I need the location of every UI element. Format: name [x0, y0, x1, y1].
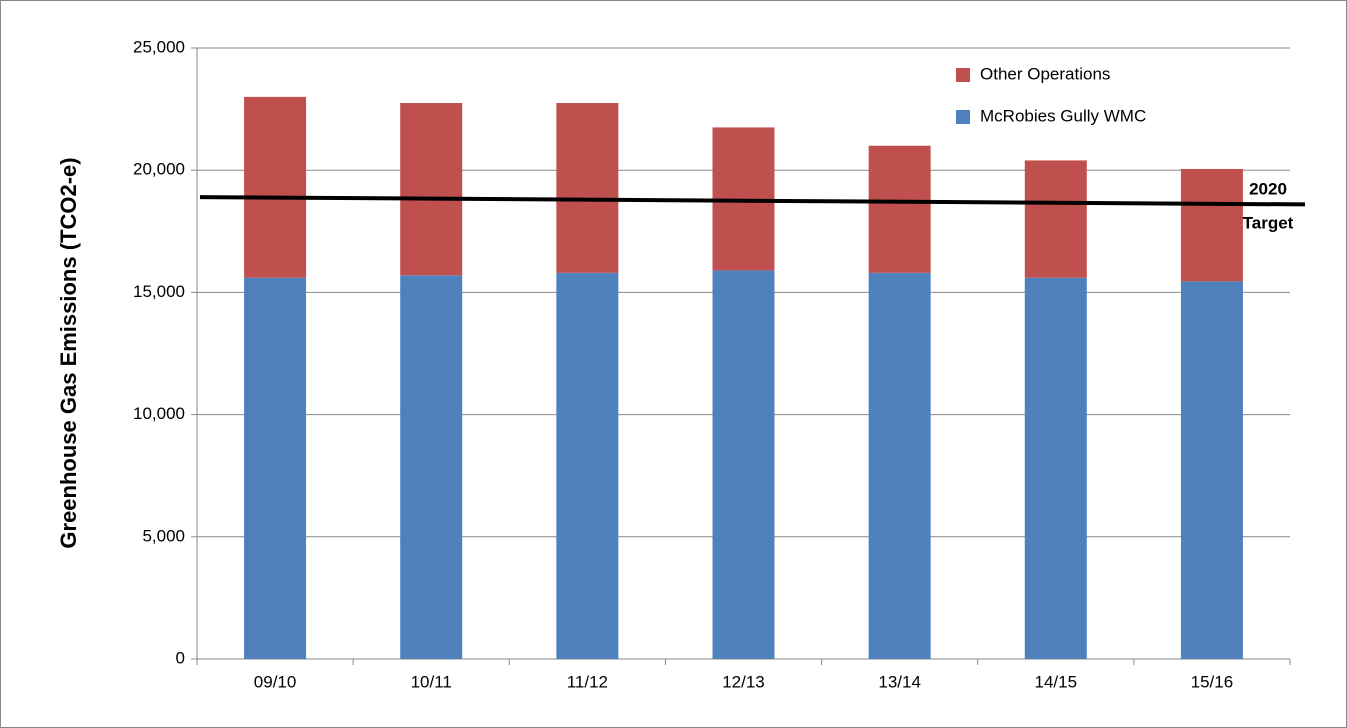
- legend-label: Other Operations: [980, 64, 1110, 83]
- bar-segment: [868, 145, 931, 273]
- legend-label: McRobies Gully WMC: [980, 106, 1146, 125]
- legend-swatch: [956, 68, 970, 82]
- x-tick-label: 09/10: [254, 672, 297, 691]
- bar-segment: [556, 272, 619, 659]
- bar-segment: [1024, 160, 1087, 278]
- y-tick-label: 15,000: [133, 282, 185, 301]
- target-label: Target: [1243, 213, 1294, 232]
- target-line: [199, 195, 1306, 207]
- x-tick-label: 14/15: [1035, 672, 1078, 691]
- bar-segment: [1180, 168, 1243, 282]
- bar-segment: [1024, 277, 1087, 659]
- y-axis-label: Greenhouse Gas Emissions (TCO2-e): [56, 157, 81, 548]
- bar-segment: [400, 102, 463, 276]
- y-tick-label: 20,000: [133, 160, 185, 179]
- x-tick-label: 15/16: [1191, 672, 1234, 691]
- bar-segment: [556, 102, 619, 273]
- bar-segment: [244, 277, 307, 659]
- y-tick-label: 5,000: [142, 526, 185, 545]
- y-tick-label: 10,000: [133, 404, 185, 423]
- legend-swatch: [956, 110, 970, 124]
- x-tick-label: 13/14: [878, 672, 921, 691]
- x-tick-label: 10/11: [411, 672, 452, 691]
- x-tick-label: 11/12: [567, 672, 608, 691]
- bar-segment: [712, 270, 775, 659]
- bar-segment: [400, 275, 463, 659]
- bar-segment: [244, 96, 307, 278]
- x-tick-label: 12/13: [722, 672, 765, 691]
- y-tick-label: 25,000: [133, 37, 185, 56]
- target-label: 2020: [1249, 179, 1287, 198]
- y-tick-label: 0: [176, 648, 185, 667]
- bar-segment: [1180, 281, 1243, 659]
- bar-segment: [868, 272, 931, 659]
